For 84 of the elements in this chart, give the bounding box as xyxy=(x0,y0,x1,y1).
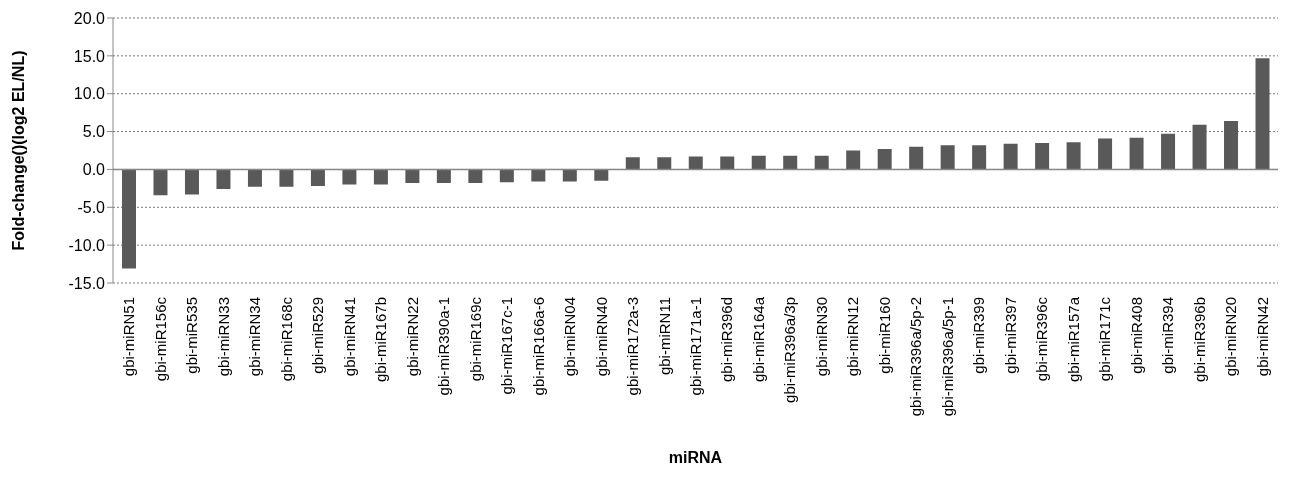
x-tick-label: gbi-miR169c xyxy=(466,296,484,382)
bar xyxy=(972,145,987,170)
bar xyxy=(310,169,325,187)
x-tick-label: gbi-miR167c-1 xyxy=(498,297,516,395)
x-tick-label: gbi-miR171c xyxy=(1096,296,1114,382)
x-tick-label: gbi-miRN42 xyxy=(1253,297,1271,377)
x-tick-label: gbi-miRN04 xyxy=(561,297,579,377)
x-tick-label: gbi-miR535 xyxy=(183,297,201,374)
x-tick-label: gbi-miR167b xyxy=(372,297,390,383)
x-tick-label: gbi-miR171a-1 xyxy=(687,297,704,396)
y-tick-label: -5.0 xyxy=(77,198,106,216)
bar xyxy=(1098,138,1113,170)
x-axis-title: miRNA xyxy=(668,449,723,466)
x-tick-label: gbi-miRN41 xyxy=(340,297,358,377)
x-tick-label: gbi-miR529 xyxy=(309,297,327,374)
bar xyxy=(1129,137,1144,170)
bar xyxy=(184,169,199,195)
bar xyxy=(1255,58,1270,170)
bar xyxy=(1161,133,1176,170)
x-tick-label: gbi-miRN51 xyxy=(120,297,138,377)
bar xyxy=(373,169,388,185)
bar xyxy=(562,169,577,182)
bar xyxy=(657,157,672,170)
y-axis-title: Fold-change()(log2 EL/NL) xyxy=(9,50,27,251)
bar xyxy=(247,169,262,187)
bar xyxy=(846,150,861,170)
bar xyxy=(531,169,546,182)
bar xyxy=(783,155,798,170)
bar xyxy=(1035,142,1050,170)
x-tick-label: gbi-miR168c xyxy=(277,296,295,382)
x-tick-label: gbi-miR396b xyxy=(1190,297,1208,383)
x-tick-label: gbi-miR394 xyxy=(1159,297,1177,374)
bar xyxy=(153,169,168,196)
x-tick-label: gbi-miR396a/5p-2 xyxy=(907,297,925,417)
x-tick-label: gbi-miR396a/3p xyxy=(781,297,799,403)
y-tick-label: 5.0 xyxy=(82,123,106,141)
y-tick-label: -10.0 xyxy=(68,236,106,254)
bar xyxy=(1192,124,1207,170)
y-tick-label: 20.0 xyxy=(73,9,106,27)
x-tick-label: gbi-miR157a xyxy=(1064,296,1082,383)
bar xyxy=(436,169,451,184)
bar xyxy=(468,169,483,184)
x-tick-label: gbi-miR396a/5p-1 xyxy=(938,297,956,417)
x-tick-label: gbi-miR408 xyxy=(1127,297,1145,374)
x-tick-label: gbi-miR160 xyxy=(875,297,893,374)
bar xyxy=(909,146,924,170)
x-tick-label: gbi-miR390a-1 xyxy=(435,297,453,396)
x-tick-label: gbi-miR172a-3 xyxy=(624,297,642,396)
x-tick-label: gbi-miR166a-6 xyxy=(529,297,547,396)
x-tick-label: gbi-miR396c xyxy=(1033,296,1051,382)
x-tick-label: gbi-miRN11 xyxy=(655,297,673,376)
x-tick-label: gbi-miRN33 xyxy=(214,297,232,377)
y-tick-label: 15.0 xyxy=(73,47,106,65)
bar xyxy=(751,155,766,170)
x-tick-label: gbi-miRN40 xyxy=(592,297,610,377)
x-tick-label: gbi-miRN20 xyxy=(1222,297,1240,377)
bar xyxy=(594,169,609,181)
bar xyxy=(720,156,735,170)
bar xyxy=(122,169,136,269)
x-tick-label: gbi-miR399 xyxy=(970,297,988,374)
x-tick-label: gbi-miRN12 xyxy=(844,297,862,377)
y-tick-label: 0.0 xyxy=(82,161,106,179)
x-tick-label: gbi-miRN22 xyxy=(403,297,421,377)
bar xyxy=(405,169,420,184)
bar xyxy=(940,145,955,170)
bar xyxy=(688,156,703,170)
bar xyxy=(279,169,294,187)
x-tick-label: gbi-miR164a xyxy=(749,296,767,383)
x-tick-label: gbi-miRN30 xyxy=(812,297,830,377)
x-tick-label: gbi-miRN34 xyxy=(246,297,264,377)
bar xyxy=(499,169,514,183)
y-tick-label: 10.0 xyxy=(73,85,106,103)
bar xyxy=(814,155,829,170)
x-tick-label: gbi-miR397 xyxy=(1001,297,1019,374)
bar xyxy=(1224,120,1239,170)
x-tick-label: gbi-miR156c xyxy=(151,296,169,382)
y-tick-label: -15.0 xyxy=(68,274,106,292)
x-tick-label: gbi-miR396d xyxy=(718,297,736,383)
bar xyxy=(342,169,357,185)
bar xyxy=(1003,143,1018,170)
bar xyxy=(625,157,640,170)
bar xyxy=(877,148,892,170)
bar xyxy=(1066,142,1081,170)
bar xyxy=(216,169,231,190)
